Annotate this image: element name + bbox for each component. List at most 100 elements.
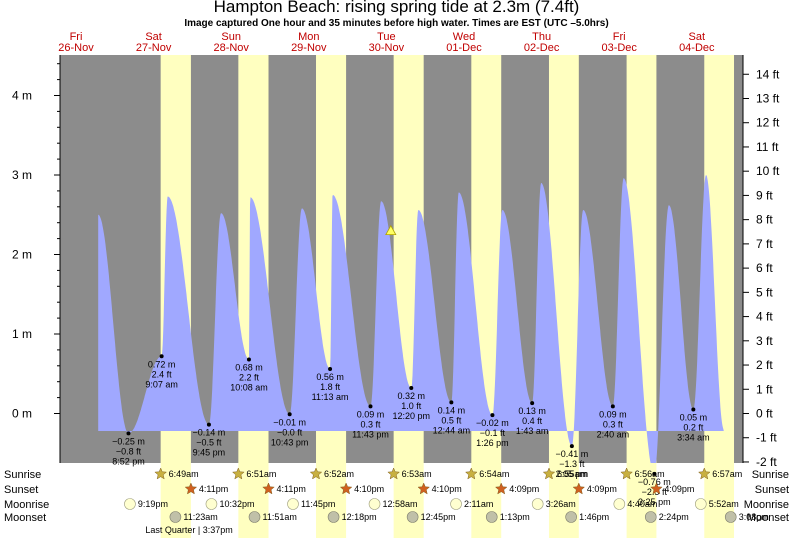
tide-extreme-label: 0.05 m: [680, 413, 708, 423]
sunset-time: 4:09pm: [509, 484, 539, 494]
moonrise-time: 12:58am: [383, 499, 418, 509]
moonset-time: 3:08pm: [739, 512, 769, 522]
day-date-label: 04-Dec: [679, 42, 715, 54]
tide-extreme-label: 11:43 pm: [352, 429, 389, 439]
tide-extreme-point[interactable]: [246, 357, 251, 362]
tide-extreme-point[interactable]: [159, 354, 164, 359]
sunrise-icon: [387, 467, 401, 480]
tide-extreme-point[interactable]: [530, 401, 535, 406]
moonrise-icon: [205, 498, 218, 510]
sunrise-time: 6:53am: [402, 469, 432, 479]
tide-extreme-label: 0.56 m: [316, 372, 344, 382]
left-axis-tick-label: 4 m: [12, 89, 32, 103]
tide-extreme-label: −0.41 m: [555, 449, 588, 459]
sunrise-icon: [697, 467, 711, 480]
tide-extreme-label: 0.13 m: [518, 406, 546, 416]
sunrise-row-label-right: Sunrise: [752, 469, 789, 481]
plot-background: [60, 55, 743, 538]
tide-extreme-label: −0.01 m: [273, 417, 306, 427]
tide-extreme-label: 10:08 am: [230, 382, 268, 392]
right-axis-tick-label: 7 ft: [756, 237, 773, 251]
tide-extreme-label: −0.14 m: [193, 428, 226, 438]
moonrise-row-label-left: Moonrise: [4, 499, 49, 511]
tide-extreme-label: 2:05 pm: [556, 469, 589, 479]
tide-extreme-label: 8:52 pm: [112, 456, 145, 466]
tide-extreme-point[interactable]: [691, 407, 696, 412]
right-axis-tick-label: -1 ft: [756, 431, 777, 445]
tide-extreme-label: 3:34 am: [677, 433, 710, 443]
tide-extreme-label: 0.3 ft: [603, 419, 624, 429]
tide-extreme-label: 1:43 am: [516, 426, 549, 436]
right-axis-tick-label: 8 ft: [756, 213, 773, 227]
day-name-label: Sat: [145, 31, 162, 43]
tide-extreme-point[interactable]: [328, 366, 333, 371]
axes-layer: 0 m 1 m 2 m 3 m 4 m -2 ft -1 ft 0 ft 1 ft 2 ft 3 f…: [12, 31, 780, 469]
right-axis-tick-label: 2 ft: [756, 358, 773, 372]
tide-extreme-point[interactable]: [409, 386, 414, 391]
sunrise-time: 6:57am: [712, 469, 742, 479]
sunrise-time: 6:52am: [324, 469, 354, 479]
moonset-time: 12:45pm: [421, 512, 456, 522]
tide-extreme-label: 0.09 m: [599, 409, 627, 419]
tide-extreme-point[interactable]: [652, 471, 657, 476]
tide-extreme-label: 1.0 ft: [401, 401, 422, 411]
tide-curve-layer: [98, 175, 724, 463]
moonset-icon: [644, 511, 657, 523]
sunset-time: 4:11pm: [277, 484, 306, 494]
tide-extreme-point[interactable]: [610, 404, 615, 409]
tide-extreme-point[interactable]: [490, 413, 495, 418]
tide-extreme-point[interactable]: [449, 400, 454, 405]
sunrise-time: 6:56am: [635, 469, 665, 479]
day-name-label: Tue: [377, 31, 396, 43]
sunrise-icon: [154, 467, 168, 480]
moonrise-icon: [450, 498, 462, 510]
moonset-row-label-left: Moonset: [4, 512, 46, 524]
tide-extreme-label: 1.8 ft: [320, 382, 341, 392]
moonrise-icon: [287, 498, 299, 510]
left-axis-tick-label: 3 m: [12, 168, 32, 182]
tide-extreme-label: 11:13 am: [312, 392, 349, 402]
left-axis-tick-label: 1 m: [12, 327, 32, 341]
tide-extreme-label: 0.32 m: [398, 391, 426, 401]
tide-extreme-point[interactable]: [287, 412, 292, 417]
tide-extreme-label: 10:43 pm: [271, 437, 309, 447]
tide-extreme-label: 12:20 pm: [393, 411, 431, 421]
sunset-time: 4:09pm: [587, 484, 617, 494]
moonrise-icon: [613, 498, 626, 510]
tide-extreme-label: −0.25 m: [112, 436, 145, 446]
moonrise-icon: [368, 498, 381, 510]
sunset-row-label-right: Sunset: [755, 484, 789, 496]
tide-extreme-label: 0.68 m: [235, 362, 263, 372]
day-name-label: Mon: [298, 31, 319, 43]
moonset-icon: [565, 511, 577, 523]
left-axis-tick-label: 0 m: [12, 407, 32, 421]
moonset-time: 2:24pm: [659, 512, 689, 522]
tide-extreme-label: 0.4 ft: [522, 416, 543, 426]
chart-title: Hampton Beach: rising spring tide at 2.3…: [213, 0, 580, 16]
tide-extreme-point[interactable]: [206, 422, 211, 427]
tide-area: [98, 175, 724, 463]
tide-extreme-label: −1.3 ft: [559, 459, 585, 469]
tide-extreme-point[interactable]: [368, 404, 373, 409]
right-axis-tick-label: 3 ft: [756, 334, 773, 348]
tide-extreme-label: 0.14 m: [438, 405, 466, 415]
day-date-label: 26-Nov: [58, 42, 94, 54]
day-name-label: Sun: [221, 31, 241, 43]
astro-rows-layer: Sunrise Sunrise Sunset Sunset Moonrise Moonri…: [4, 467, 789, 535]
sunset-time: 4:11pm: [199, 484, 228, 494]
right-axis-tick-label: 14 ft: [756, 67, 780, 81]
tide-extreme-point[interactable]: [569, 444, 574, 449]
sunset-icon: [184, 482, 198, 495]
right-axis-tick-label: 1 ft: [756, 382, 773, 396]
moonrise-icon: [694, 498, 707, 510]
sunset-icon: [262, 482, 275, 495]
tide-extreme-label: −0.1 ft: [480, 428, 506, 438]
current-tide-marker[interactable]: [385, 224, 397, 236]
tide-extreme-label: −0.5 ft: [196, 438, 222, 448]
moonrise-time: 3:26am: [546, 499, 576, 509]
moonrise-icon: [531, 498, 544, 510]
tide-extreme-label: 2.4 ft: [152, 369, 173, 379]
tide-extreme-point[interactable]: [126, 431, 131, 436]
tide-extreme-label: 0.72 m: [148, 359, 176, 369]
